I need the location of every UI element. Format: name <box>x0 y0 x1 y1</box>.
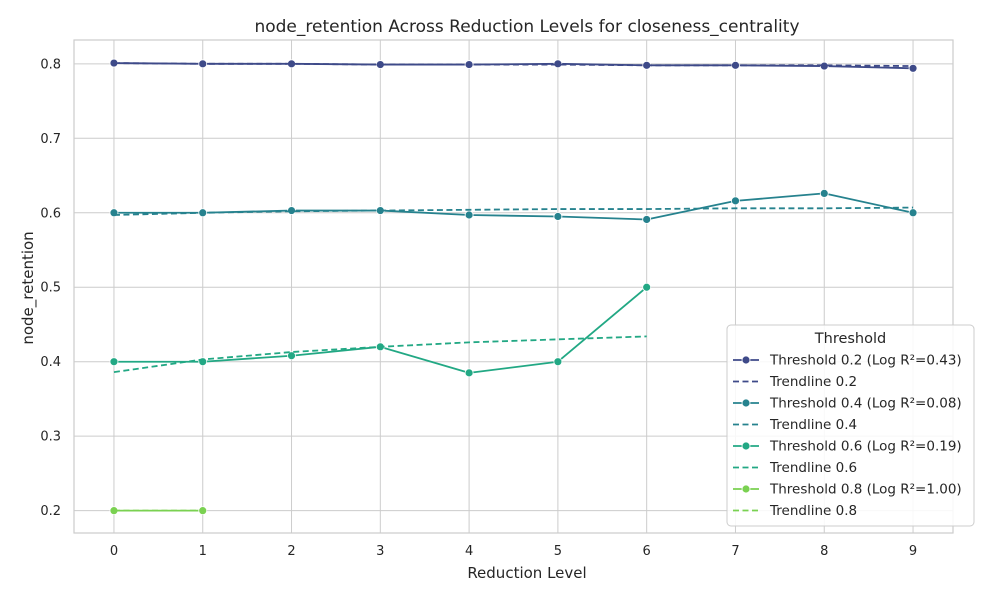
y-tick-label: 0.7 <box>40 132 61 147</box>
legend-box <box>726 324 975 527</box>
x-tick-label: 1 <box>199 544 207 559</box>
x-tick-label: 9 <box>909 544 917 559</box>
x-tick-label: 6 <box>643 544 651 559</box>
legend-marker <box>741 484 751 494</box>
x-tick-label: 7 <box>731 544 739 559</box>
data-point <box>198 506 208 516</box>
legend-label: Threshold 0.4 (Log R²=0.08) <box>769 396 962 412</box>
x-tick-label: 5 <box>554 544 562 559</box>
x-tick-label: 3 <box>376 544 384 559</box>
legend-item: Trendline 0.4 <box>733 417 857 433</box>
x-axis-ticks: 0 1 2 3 4 5 6 7 8 9 <box>110 544 917 559</box>
legend-item: Threshold 0.4 (Log R²=0.08) <box>733 396 962 412</box>
trendline-series <box>113 206 914 216</box>
data-point <box>908 63 918 73</box>
trendline <box>113 206 914 216</box>
legend: Threshold Threshold 0.2 (Log R²=0.43) Tren… <box>726 324 975 527</box>
data-point <box>553 212 563 221</box>
data-point <box>731 196 740 206</box>
plot-frame <box>73 39 954 534</box>
legend-marker <box>741 441 751 451</box>
legend-label: Trendline 0.4 <box>769 417 857 433</box>
legend-label: Trendline 0.8 <box>769 503 857 519</box>
y-tick-label: 0.3 <box>40 430 61 445</box>
legend-marker <box>741 355 751 365</box>
x-tick-label: 2 <box>287 544 295 559</box>
data-point <box>464 210 474 220</box>
data-point <box>642 282 652 292</box>
y-tick-label: 0.8 <box>40 57 61 72</box>
trendline <box>113 62 914 67</box>
y-tick-label: 0.6 <box>40 206 61 221</box>
y-axis-title: node_retention <box>19 231 38 344</box>
trendline <box>113 335 647 374</box>
y-tick-label: 0.4 <box>40 355 61 370</box>
legend-label: Trendline 0.6 <box>769 460 857 476</box>
series-layer <box>109 58 918 516</box>
legend-label: Threshold 0.2 (Log R²=0.43) <box>769 353 962 369</box>
legend-marker <box>741 398 751 408</box>
data-point <box>642 215 652 224</box>
legend-title: Threshold <box>814 331 886 347</box>
y-tick-label: 0.5 <box>40 281 61 296</box>
legend-item: Threshold 0.2 (Log R²=0.43) <box>733 353 962 369</box>
legend-item: Trendline 0.2 <box>733 374 857 390</box>
x-tick-label: 4 <box>465 544 473 559</box>
legend-item: Threshold 0.6 (Log R²=0.19) <box>733 439 962 455</box>
legend-label: Threshold 0.8 (Log R²=1.00) <box>769 482 962 498</box>
y-axis-ticks: 0.2 0.3 0.4 0.5 0.6 0.7 0.8 <box>40 57 61 519</box>
trendline-series <box>113 335 647 374</box>
data-point <box>553 357 563 367</box>
legend-item: Trendline 0.6 <box>733 460 857 476</box>
legend-item: Trendline 0.8 <box>733 503 857 519</box>
data-point <box>287 351 296 361</box>
legend-label: Trendline 0.2 <box>769 374 857 390</box>
chart-title: node_retention Across Reduction Levels f… <box>254 17 799 37</box>
trendline-series <box>113 62 914 67</box>
x-axis-title: Reduction Level <box>467 564 586 582</box>
legend-item: Threshold 0.8 (Log R²=1.00) <box>733 482 962 498</box>
data-point <box>908 208 918 218</box>
y-tick-label: 0.2 <box>40 504 61 519</box>
data-point <box>464 368 474 378</box>
x-tick-label: 8 <box>820 544 828 559</box>
legend-label: Threshold 0.6 (Log R²=0.19) <box>769 439 962 455</box>
data-point <box>819 189 829 198</box>
x-tick-label: 0 <box>110 544 118 559</box>
data-point <box>109 357 119 367</box>
